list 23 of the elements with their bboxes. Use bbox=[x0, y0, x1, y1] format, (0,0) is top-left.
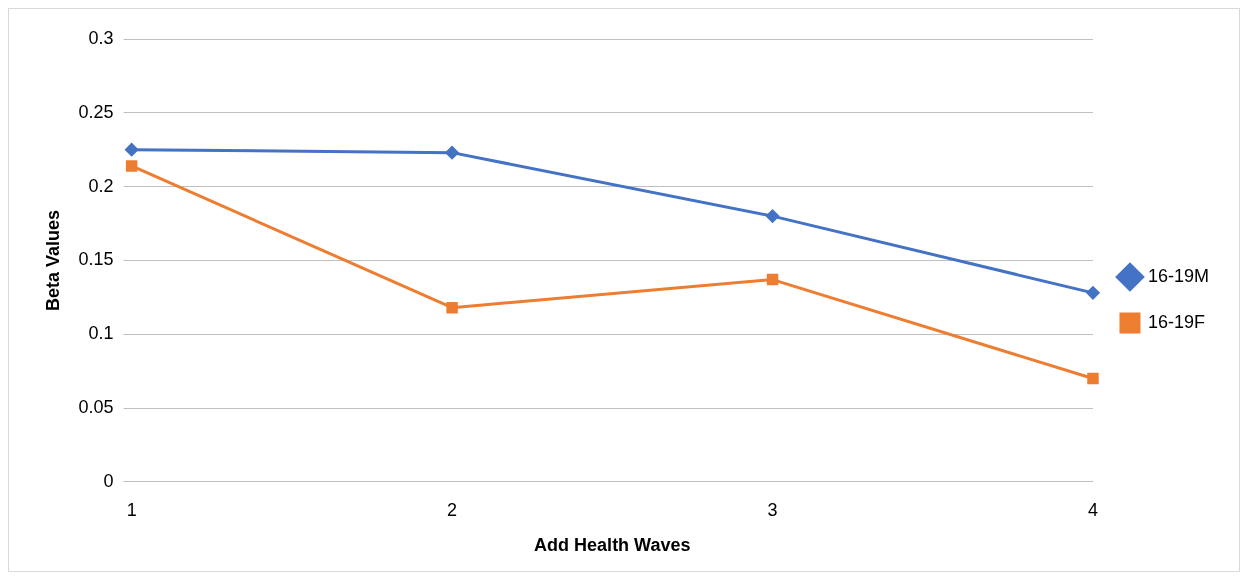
y-axis-title: Beta Values bbox=[42, 209, 63, 311]
y-tick-label: 0.25 bbox=[78, 101, 114, 122]
x-axis-title: Add Health Waves bbox=[534, 535, 691, 556]
point bbox=[125, 160, 138, 172]
point bbox=[446, 301, 458, 314]
y-tick-label: 0.1 bbox=[88, 323, 114, 344]
y-tick-label: 0.3 bbox=[88, 27, 114, 48]
point bbox=[1086, 286, 1100, 300]
point bbox=[1087, 372, 1099, 385]
x-tick-label: 1 bbox=[126, 499, 137, 520]
x-tick-label: 3 bbox=[767, 499, 778, 520]
legend-label: 16-19M bbox=[1147, 265, 1209, 286]
y-tick-label: 0.05 bbox=[78, 396, 114, 417]
point bbox=[445, 146, 459, 160]
point bbox=[125, 143, 139, 157]
point bbox=[766, 209, 780, 223]
point bbox=[766, 273, 779, 286]
x-tick-label: 4 bbox=[1087, 499, 1098, 520]
y-tick-label: 0.15 bbox=[78, 249, 114, 270]
legend-label: 16-19F bbox=[1147, 311, 1206, 332]
x-tick-label: 2 bbox=[447, 499, 458, 520]
y-tick-label: 0.2 bbox=[88, 175, 114, 196]
y-tick-label: 0 bbox=[103, 470, 114, 491]
